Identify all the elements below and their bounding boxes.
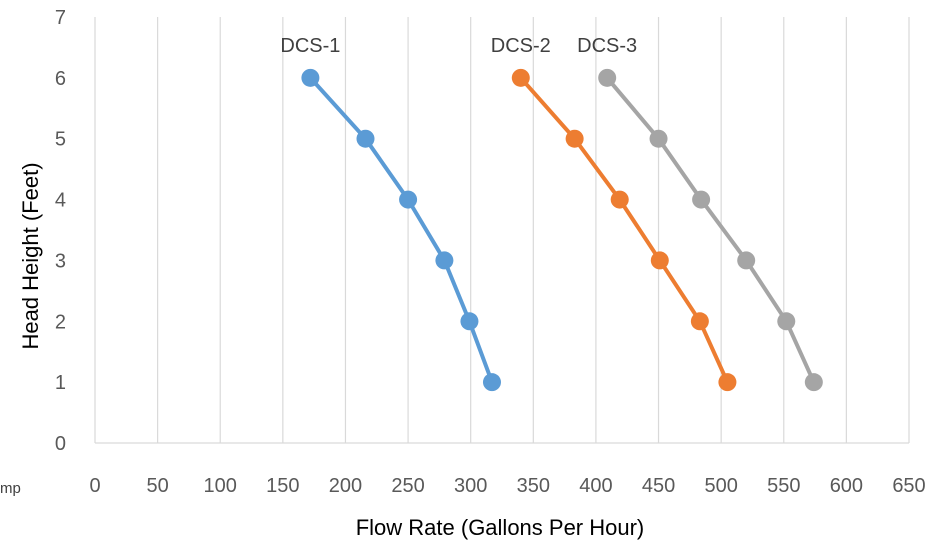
y-tick-label: 5 [55, 129, 66, 151]
data-point [301, 68, 320, 87]
y-axis-title: Head Height (Feet) [18, 162, 43, 349]
x-tick-label: 150 [266, 475, 299, 497]
data-point [482, 373, 501, 392]
x-tick-label: 550 [767, 475, 800, 497]
data-point [692, 190, 711, 209]
x-tick-label: 600 [830, 475, 863, 497]
data-point [399, 190, 418, 209]
y-tick-label: 4 [55, 190, 66, 212]
series-dcs-3: DCS-3 [577, 35, 823, 392]
data-point [777, 312, 796, 331]
data-point [356, 129, 375, 148]
data-point [511, 68, 530, 87]
x-tick-label: 50 [146, 475, 168, 497]
y-tick-label: 1 [55, 372, 66, 394]
series-label: DCS-3 [577, 35, 637, 57]
data-point [690, 312, 709, 331]
x-tick-label: 450 [642, 475, 675, 497]
series-line [518, 75, 730, 385]
vertical-gridlines [94, 17, 910, 443]
y-tick-label: 0 [55, 433, 66, 455]
stray-text: mp [0, 480, 21, 497]
x-tick-label: 0 [89, 475, 100, 497]
series-label: DCS-1 [280, 35, 340, 57]
data-point [804, 373, 823, 392]
series-dcs-1: DCS-1 [280, 35, 501, 392]
series-dcs-2: DCS-2 [491, 35, 737, 392]
data-point [598, 68, 617, 87]
y-tick-label: 6 [55, 68, 66, 90]
tick-labels: 0 50 100 150 200 250 300 350 400 450 500 550 600 650 0… [55, 7, 926, 497]
x-tick-label: 650 [892, 475, 925, 497]
series-line [308, 75, 494, 385]
data-point [565, 129, 584, 148]
y-tick-label: 7 [55, 7, 66, 29]
series-label: DCS-2 [491, 35, 551, 57]
x-tick-label: 100 [204, 475, 237, 497]
x-tick-label: 500 [704, 475, 737, 497]
x-tick-label: 250 [391, 475, 424, 497]
data-point [649, 129, 668, 148]
series-line [605, 75, 816, 385]
data-point [460, 312, 479, 331]
data-point [650, 251, 669, 270]
data-point [610, 190, 629, 209]
x-tick-label: 200 [329, 475, 362, 497]
data-point [737, 251, 756, 270]
series-group: DCS-1 DCS-2 DCS-3 [280, 35, 823, 392]
x-axis-title: Flow Rate (Gallons Per Hour) [356, 515, 645, 540]
y-tick-label: 2 [55, 311, 66, 333]
data-point [718, 373, 737, 392]
x-tick-label: 350 [517, 475, 550, 497]
data-point [435, 251, 454, 270]
y-tick-label: 3 [55, 250, 66, 272]
x-tick-label: 300 [454, 475, 487, 497]
x-tick-label: 400 [579, 475, 612, 497]
